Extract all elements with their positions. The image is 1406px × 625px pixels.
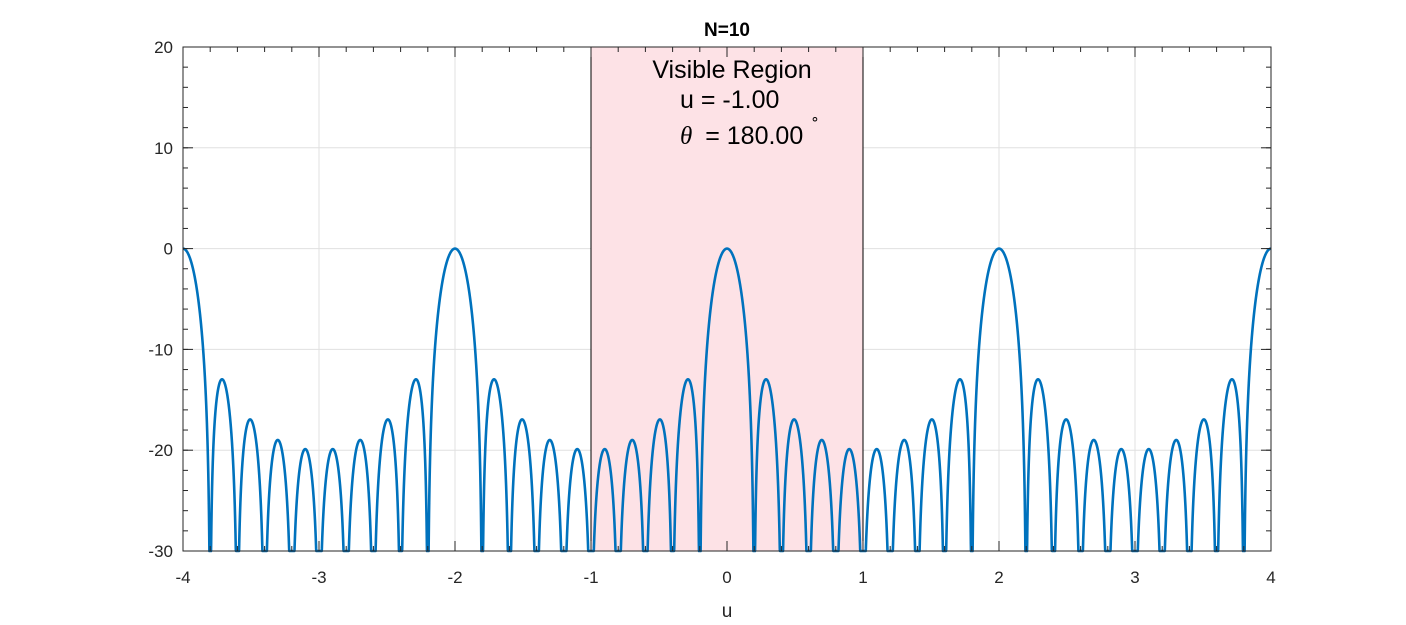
y-tick-label: 0 bbox=[164, 240, 173, 259]
x-tick-label: -2 bbox=[447, 568, 462, 587]
annotation-line3: θ = 180.00 ∘ bbox=[680, 111, 820, 150]
y-tick-label: -20 bbox=[148, 441, 173, 460]
y-tick-label: 20 bbox=[154, 38, 173, 57]
x-tick-label: -1 bbox=[583, 568, 598, 587]
annotation-line2: u = -1.00 bbox=[680, 86, 779, 114]
x-tick-label: 3 bbox=[1130, 568, 1139, 587]
x-tick-label: -4 bbox=[175, 568, 190, 587]
y-tick-label: -30 bbox=[148, 542, 173, 561]
y-tick-label: -10 bbox=[148, 340, 173, 359]
x-axis-label: u bbox=[722, 601, 733, 622]
x-tick-label: 4 bbox=[1266, 568, 1275, 587]
chart-title: N=10 bbox=[704, 20, 750, 41]
series-group bbox=[181, 247, 1273, 553]
theta-value: = 180.00 bbox=[705, 122, 803, 150]
theta-symbol: θ bbox=[680, 123, 692, 150]
annotation-line1: Visible Region bbox=[652, 56, 811, 84]
series-line bbox=[181, 247, 1273, 553]
x-tick-label: -3 bbox=[311, 568, 326, 587]
x-tick-label: 0 bbox=[722, 568, 731, 587]
axes bbox=[182, 46, 1272, 552]
x-tick-label: 2 bbox=[994, 568, 1003, 587]
degree-symbol: ∘ bbox=[810, 111, 819, 128]
x-tick-label: 1 bbox=[858, 568, 867, 587]
visible-region-annotation: Visible Region u = -1.00 θ = 180.00 ∘ bbox=[652, 56, 819, 150]
visible-region bbox=[590, 46, 864, 552]
y-tick-label: 10 bbox=[154, 139, 173, 158]
